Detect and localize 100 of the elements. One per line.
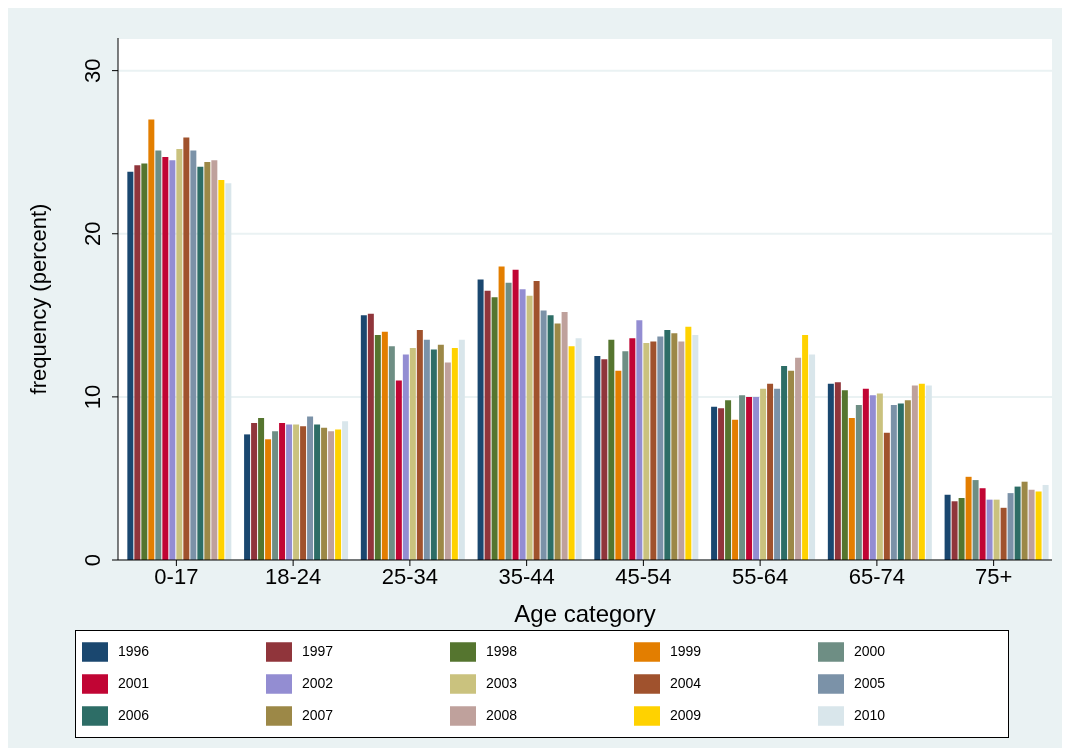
bar: [841, 390, 848, 560]
legend-label: 2009: [670, 706, 702, 723]
bar: [664, 329, 671, 560]
bar: [760, 388, 767, 560]
x-tick-label: 18-24: [264, 563, 322, 589]
bar: [678, 341, 685, 560]
bar: [335, 429, 342, 560]
legend-label: 2007: [302, 706, 334, 723]
bar: [430, 349, 437, 560]
bar: [972, 480, 979, 560]
bar: [904, 400, 911, 560]
bar: [360, 315, 367, 560]
bar: [848, 418, 855, 560]
bar: [834, 382, 841, 560]
bar: [477, 279, 484, 560]
bar: [788, 370, 795, 560]
bar: [636, 320, 643, 560]
bar: [444, 362, 451, 560]
bar: [498, 266, 505, 560]
bar: [183, 137, 190, 560]
bar: [265, 439, 272, 560]
legend-label: 2002: [302, 674, 334, 691]
bar: [568, 346, 575, 560]
bar: [809, 354, 816, 560]
bar: [519, 289, 526, 560]
bar: [484, 290, 491, 560]
bar: [505, 282, 512, 560]
bar: [1035, 491, 1042, 560]
bar: [293, 424, 300, 560]
bar: [897, 403, 904, 560]
y-tick-label: 30: [80, 58, 105, 83]
legend-label: 2003: [486, 674, 518, 691]
bar: [547, 315, 554, 560]
bar: [629, 338, 636, 560]
bar: [594, 356, 601, 560]
bar: [190, 150, 197, 560]
bar: [753, 396, 760, 560]
bar: [802, 334, 809, 560]
bar: [671, 333, 678, 560]
bar: [204, 161, 211, 560]
legend-label: 2006: [118, 706, 150, 723]
bar: [925, 385, 932, 560]
bar: [169, 160, 176, 560]
bar: [225, 183, 232, 560]
bar: [711, 406, 718, 560]
y-tick-label: 10: [80, 384, 105, 410]
bar: [575, 338, 582, 560]
bar: [423, 339, 430, 560]
bar: [451, 347, 458, 560]
bar: [458, 339, 465, 560]
y-tick-label: 0: [80, 553, 105, 567]
bar: [307, 416, 314, 560]
x-tick-label: 35-44: [498, 563, 555, 589]
x-tick-label: 55-64: [731, 563, 789, 589]
bar: [279, 422, 286, 560]
bar: [827, 383, 834, 560]
bar: [883, 432, 890, 560]
bar: [739, 395, 746, 560]
x-tick-label: 45-54: [615, 563, 672, 589]
bar: [795, 357, 802, 560]
bar: [286, 424, 293, 560]
bar: [855, 405, 862, 560]
legend-label: 2000: [854, 642, 886, 659]
legend-label: 1999: [670, 642, 702, 659]
bar: [197, 166, 204, 560]
bar: [491, 297, 498, 560]
bar: [869, 395, 876, 560]
bar: [608, 339, 615, 560]
bar: [251, 422, 258, 560]
bar: [328, 431, 335, 560]
bar: [725, 400, 732, 560]
x-tick-label: 25-34: [381, 563, 439, 589]
bar: [685, 326, 692, 560]
bar: [561, 312, 568, 560]
bar: [615, 370, 622, 560]
bar: [258, 418, 265, 560]
bar: [965, 476, 972, 560]
bar: [409, 347, 416, 560]
legend-label: 2001: [118, 674, 150, 691]
bar: [134, 165, 141, 560]
bar: [416, 329, 423, 560]
bar: [862, 388, 869, 560]
bar: [622, 351, 629, 560]
bar: [601, 359, 608, 560]
bar: [958, 498, 965, 560]
bar: [554, 323, 561, 560]
bar: [533, 281, 540, 560]
bar: [993, 499, 1000, 560]
bar: [148, 119, 155, 560]
y-axis-title: frequency (percent): [25, 203, 51, 395]
legend-label: 2010: [854, 706, 886, 723]
bar: [979, 488, 986, 560]
legend-label: 1998: [486, 642, 518, 659]
y-tick-label: 20: [80, 221, 105, 246]
bar: [781, 365, 788, 560]
bar: [918, 383, 925, 560]
bar: [951, 501, 958, 560]
bar: [718, 408, 725, 560]
bar: [211, 160, 218, 560]
x-tick-label: 65-74: [848, 563, 906, 589]
